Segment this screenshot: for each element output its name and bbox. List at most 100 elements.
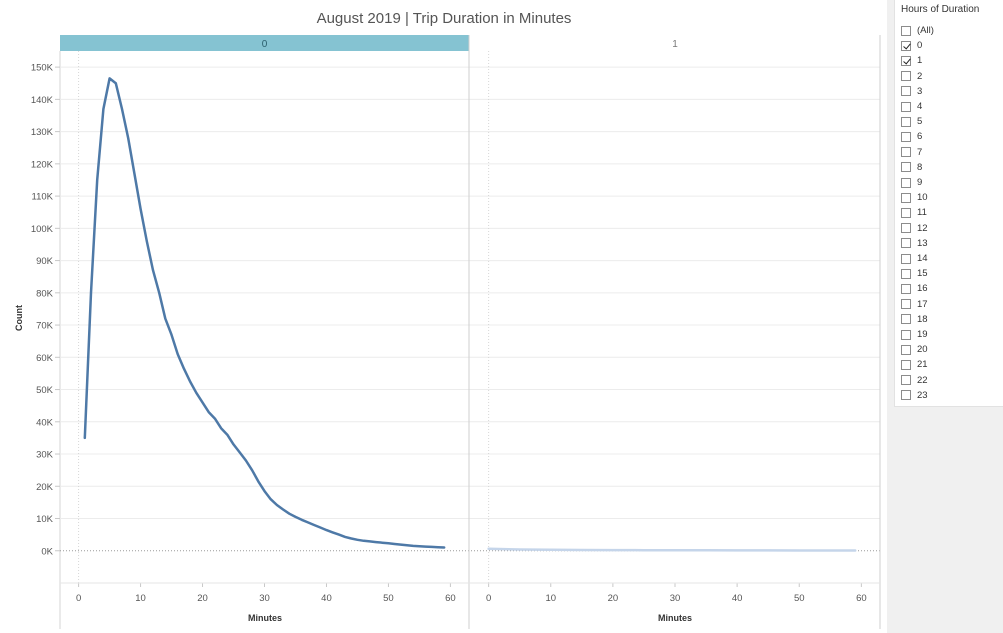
checkbox-icon[interactable] [901, 299, 911, 310]
filter-option[interactable]: 11 [901, 205, 1001, 220]
x-tick-label: 50 [383, 593, 394, 604]
panel-header-label: 1 [672, 39, 678, 50]
filter-option[interactable]: 18 [901, 312, 1001, 327]
checkbox-icon[interactable] [901, 131, 911, 142]
checkbox-icon[interactable] [901, 283, 911, 294]
x-axis-title-panel-1: Minutes [658, 613, 692, 623]
checkbox-icon[interactable] [901, 101, 911, 112]
panel-header-1[interactable] [470, 35, 880, 51]
y-tick-label: 120K [31, 159, 54, 170]
y-tick-label: 40K [36, 417, 54, 428]
trip-duration-chart: August 2019 | Trip Duration in Minutes C… [14, 10, 881, 629]
filter-option-label: 5 [917, 116, 923, 128]
checkbox-icon[interactable] [901, 162, 911, 173]
filter-option-label: 14 [917, 253, 928, 264]
filter-option-label: 8 [917, 161, 923, 173]
y-axis-title: Count [14, 305, 24, 331]
x-tick-label: 20 [608, 593, 619, 604]
checkbox-icon[interactable] [901, 375, 911, 386]
checkbox-icon[interactable] [901, 223, 911, 234]
filter-option-label: 12 [917, 222, 928, 234]
filter-option[interactable]: 13 [901, 236, 1001, 251]
filter-option-label: 15 [917, 268, 928, 280]
filter-option[interactable]: 15 [901, 266, 1001, 281]
y-tick-label: 0K [41, 546, 53, 557]
filter-option[interactable]: 7 [901, 145, 1001, 160]
filter-option-label: 18 [917, 313, 928, 325]
checkbox-icon[interactable] [901, 390, 911, 401]
filter-option-label: 23 [917, 389, 928, 401]
filter-option[interactable]: 22 [901, 373, 1001, 388]
x-tick-label: 30 [259, 593, 270, 604]
checkbox-icon[interactable] [901, 25, 911, 36]
x-tick-label: 60 [445, 593, 456, 604]
checkbox-icon[interactable] [901, 238, 911, 249]
checkbox-icon[interactable] [901, 207, 911, 218]
y-tick-label: 90K [36, 256, 54, 267]
panel-header-0[interactable] [60, 35, 469, 51]
checkbox-icon[interactable] [901, 71, 911, 82]
filter-option[interactable]: 14 [901, 251, 1001, 266]
x-tick-label: 50 [794, 593, 805, 604]
filter-option[interactable]: 3 [901, 84, 1001, 99]
filter-option[interactable]: 0 [901, 38, 1001, 53]
filter-option-label: 10 [917, 192, 928, 204]
filter-option[interactable]: 23 [901, 388, 1001, 403]
checkbox-icon[interactable] [901, 86, 911, 97]
filter-title: Hours of Duration [901, 4, 980, 15]
filter-option-label: (All) [917, 25, 934, 36]
checkbox-checked-icon[interactable] [901, 40, 911, 51]
filter-option[interactable]: 16 [901, 281, 1001, 296]
y-tick-label: 150K [31, 63, 54, 74]
filter-option[interactable]: 12 [901, 221, 1001, 236]
checkbox-icon[interactable] [901, 147, 911, 158]
filter-option[interactable]: 19 [901, 327, 1001, 342]
y-tick-label: 110K [32, 192, 54, 203]
filter-option-label: 16 [917, 283, 928, 295]
checkbox-icon[interactable] [901, 329, 911, 340]
chart-title: August 2019 | Trip Duration in Minutes [317, 10, 572, 27]
checkbox-checked-icon[interactable] [901, 55, 911, 66]
checkbox-icon[interactable] [901, 268, 911, 279]
filter-option[interactable]: 20 [901, 342, 1001, 357]
x-tick-label: 10 [545, 593, 556, 604]
y-tick-label: 10K [36, 514, 54, 525]
y-tick-label: 60K [36, 353, 54, 364]
series-line-1[interactable] [487, 547, 857, 552]
x-tick-label: 30 [670, 593, 681, 604]
filter-option-label: 6 [917, 131, 923, 143]
series-line-0[interactable] [83, 77, 446, 549]
filter-option[interactable]: 5 [901, 114, 1001, 129]
filter-option-label: 22 [917, 374, 928, 386]
checkbox-icon[interactable] [901, 253, 911, 264]
y-tick-label: 20K [36, 482, 54, 493]
hours-of-duration-filter: Hours of Duration (All) 0 1 2 3 4 5 6 7 8 9 10 11 12 1… [894, 0, 1003, 407]
checkbox-icon[interactable] [901, 344, 911, 355]
filter-option-label: 3 [917, 85, 923, 97]
filter-option-label: 0 [917, 40, 923, 52]
x-tick-label: 40 [321, 593, 332, 604]
filter-option[interactable]: 10 [901, 190, 1001, 205]
filter-option[interactable]: 8 [901, 160, 1001, 175]
filter-option[interactable]: 6 [901, 129, 1001, 144]
checkbox-icon[interactable] [901, 359, 911, 370]
filter-option[interactable]: 2 [901, 69, 1001, 84]
checkbox-icon[interactable] [901, 192, 911, 203]
filter-option[interactable]: 21 [901, 357, 1001, 372]
filter-option[interactable]: (All) [901, 23, 1001, 38]
filter-option[interactable]: 1 [901, 53, 1001, 68]
checkbox-icon[interactable] [901, 116, 911, 127]
filter-option[interactable]: 17 [901, 297, 1001, 312]
checkbox-icon[interactable] [901, 314, 911, 325]
x-tick-label: 20 [197, 593, 208, 604]
filter-option-label: 2 [917, 70, 923, 82]
x-tick-label: 10 [135, 593, 146, 604]
filter-option-label: 17 [917, 298, 928, 310]
filter-option[interactable]: 9 [901, 175, 1001, 190]
filter-option-label: 13 [917, 237, 928, 249]
x-tick-label: 60 [856, 593, 867, 604]
y-tick-label: 100K [31, 224, 54, 235]
filter-option[interactable]: 4 [901, 99, 1001, 114]
checkbox-icon[interactable] [901, 177, 911, 188]
x-tick-label: 0 [76, 593, 81, 604]
